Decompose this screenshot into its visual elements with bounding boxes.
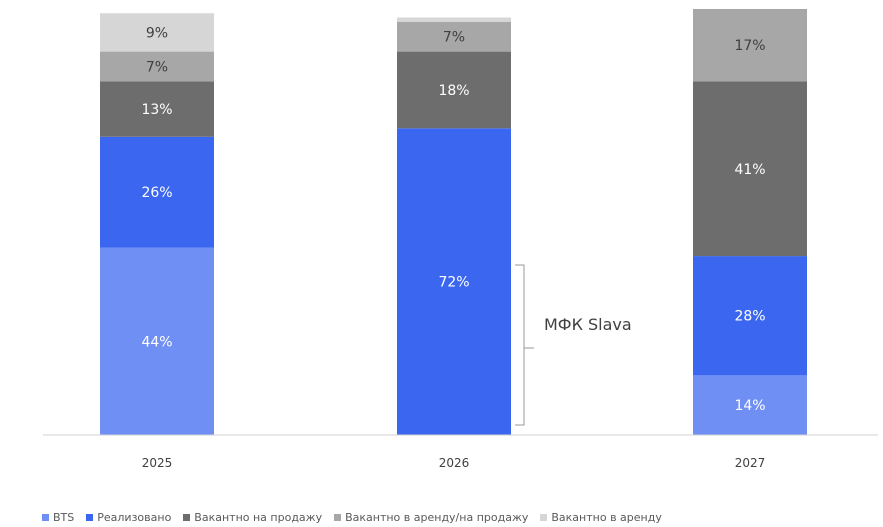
- legend: BTS Реализовано Вакантно на продажу Вакантн…: [42, 509, 674, 525]
- data-label: 72%: [438, 275, 469, 291]
- legend-label: Вакантно в аренду: [551, 510, 662, 524]
- legend-item: Вакантно в аренду: [540, 510, 662, 524]
- data-label: 44%: [141, 334, 172, 350]
- data-label: 26%: [141, 185, 172, 201]
- legend-item: Вакантно на продажу: [183, 511, 322, 524]
- bar-segment: [397, 17, 511, 22]
- data-label: 9%: [146, 25, 168, 41]
- legend-label: Вакантно на продажу: [194, 510, 323, 524]
- legend-item: Вакантно в аренду/на продажу: [334, 511, 528, 524]
- bars-group: 44% 26% 13% 7% 9% 72% 18% 7% 14% 28% 41% 17%: [100, 9, 807, 435]
- bar-segment: [100, 136, 214, 248]
- bar-segment: [100, 13, 214, 52]
- data-label: 41%: [734, 162, 765, 178]
- legend-swatch: [183, 513, 191, 521]
- data-label: 7%: [146, 60, 168, 76]
- legend-item: Реализовано: [86, 511, 171, 524]
- legend-label: BTS: [53, 510, 75, 524]
- legend-swatch: [334, 513, 342, 521]
- x-tick-label: 2025: [142, 456, 173, 470]
- legend-swatch: [540, 513, 548, 521]
- data-label: 18%: [438, 83, 469, 99]
- legend-item: BTS: [42, 511, 74, 524]
- x-tick-group: 2025 2026 2027: [142, 456, 766, 470]
- bar-segment: [693, 81, 807, 257]
- annotation-label: МФК Slava: [544, 315, 632, 334]
- data-label: 14%: [734, 398, 765, 414]
- legend-swatch: [42, 513, 49, 521]
- bar-segment: [100, 51, 214, 82]
- data-label: 7%: [443, 30, 465, 46]
- legend-label: Реализовано: [97, 510, 172, 524]
- legend-label: Вакантно в аренду/на продажу: [345, 510, 529, 524]
- bar-segment: [693, 256, 807, 376]
- bar-segment: [397, 128, 511, 435]
- annotation-bracket: [515, 264, 534, 426]
- bar-segment: [100, 81, 214, 137]
- bar-segment: [100, 247, 214, 435]
- data-label: 17%: [734, 38, 765, 54]
- annotation-group: МФК Slava: [515, 264, 632, 426]
- data-label: 13%: [141, 102, 172, 118]
- bar-segment: [397, 51, 511, 129]
- x-tick-label: 2026: [439, 456, 470, 470]
- legend-swatch: [86, 513, 94, 521]
- bar-segment: [693, 375, 807, 435]
- bar-segment: [397, 21, 511, 52]
- data-label: 28%: [734, 309, 765, 325]
- bar-segment: [693, 9, 807, 82]
- x-tick-label: 2027: [735, 456, 766, 470]
